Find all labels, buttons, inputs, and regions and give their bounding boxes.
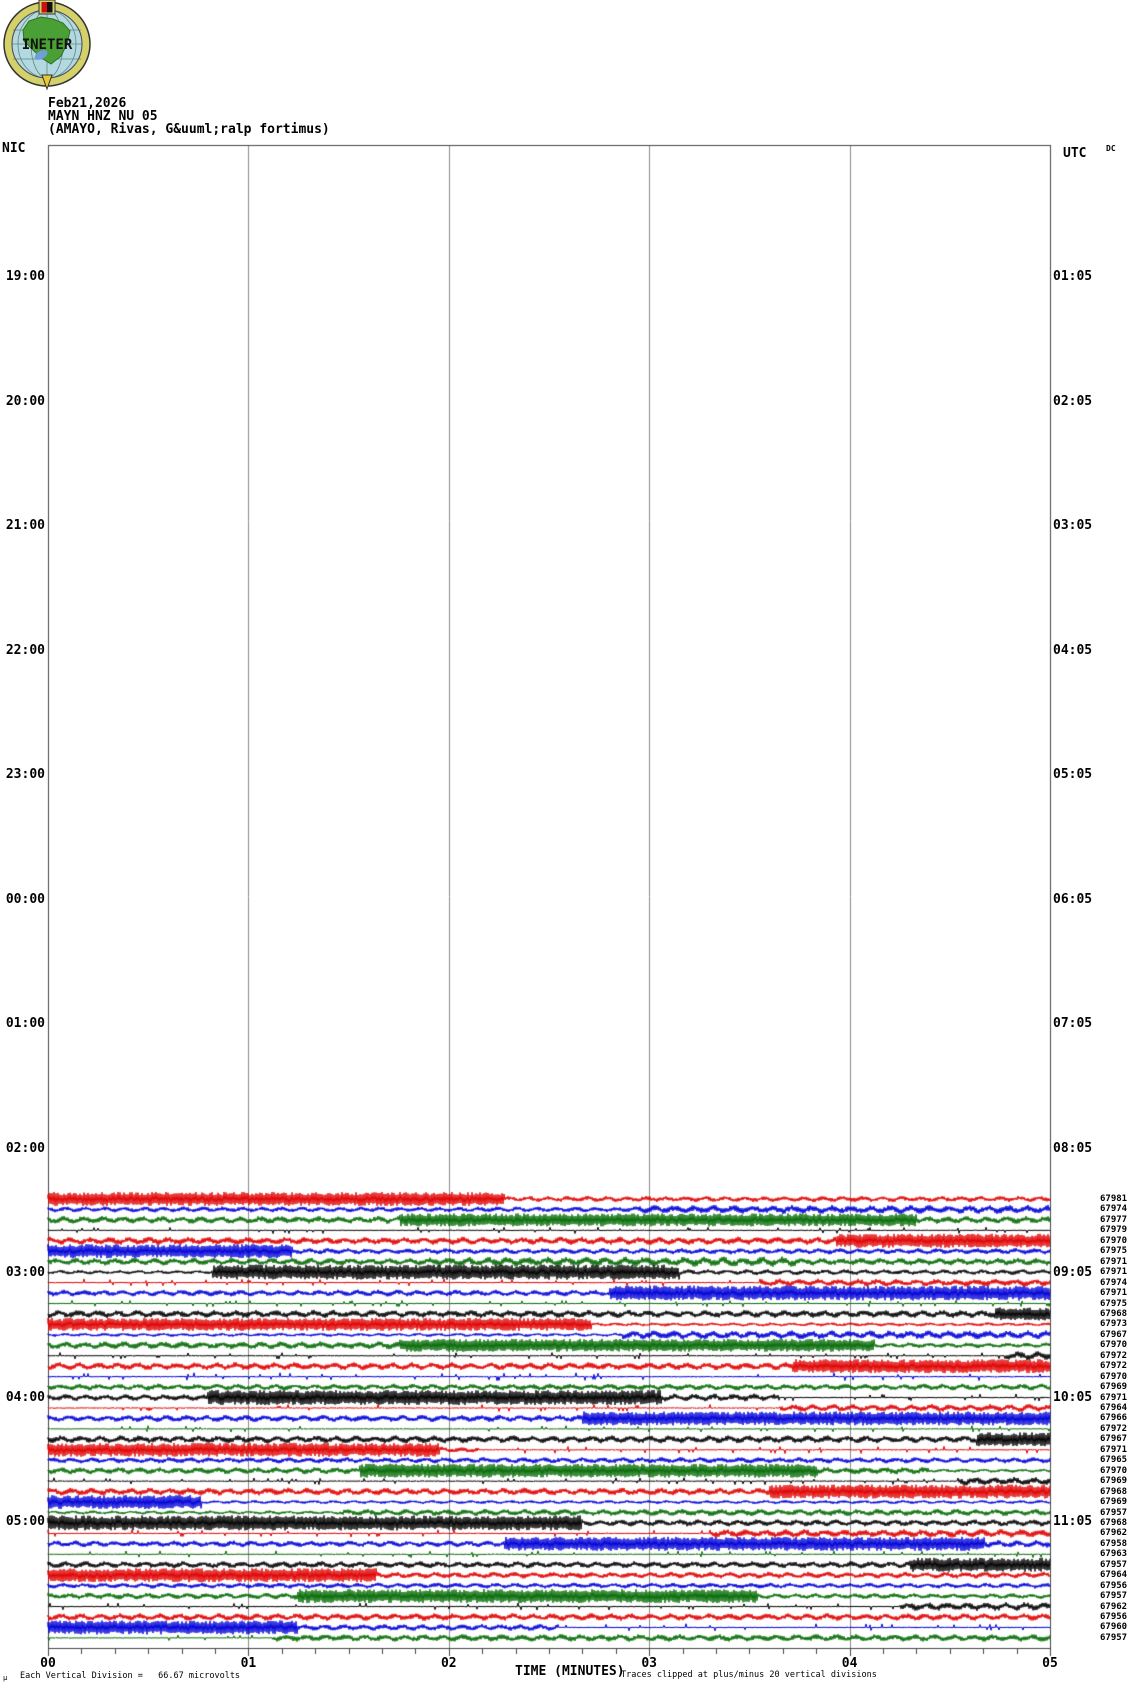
left-time-label: 04:00 — [5, 1389, 45, 1405]
trace-count-label: 67964 — [1100, 1403, 1128, 1413]
trace-count-label: 67958 — [1100, 1538, 1128, 1549]
trace-count-label: 67966 — [1100, 1413, 1128, 1424]
left-time-label: 21:00 — [5, 518, 45, 533]
time-axis-label: TIME (MINUTES) — [515, 1664, 625, 1679]
left-time-label: 01:00 — [5, 1016, 45, 1031]
trace-count-label: 67972 — [1100, 1361, 1128, 1372]
trace-count-label: 67971 — [1100, 1288, 1128, 1299]
trace-count-label: 67965 — [1100, 1455, 1128, 1466]
trace-count-label: 67972 — [1100, 1350, 1128, 1361]
micro-glyph: µ — [3, 1674, 8, 1682]
left-time-label: 20:00 — [5, 393, 45, 409]
trace-count-label: 67968 — [1100, 1517, 1128, 1528]
trace-count-label: 67957 — [1100, 1591, 1128, 1602]
trace-count-label: 67968 — [1100, 1308, 1128, 1319]
trace-count-label: 67974 — [1100, 1204, 1128, 1215]
trace-count-label: 67962 — [1100, 1528, 1128, 1539]
trace-count-label: 67957 — [1100, 1559, 1128, 1570]
right-time-label: 09:05 — [1053, 1265, 1093, 1280]
right-time-label: 08:05 — [1053, 1140, 1093, 1156]
left-time-label: 00:00 — [5, 891, 45, 907]
trace-count-label: 67981 — [1100, 1194, 1128, 1204]
minute-label: 04 — [841, 1656, 858, 1671]
left-time-label: 02:00 — [5, 1140, 45, 1156]
trace-count-label: 67957 — [1100, 1632, 1128, 1643]
right-time-label: 04:05 — [1053, 642, 1093, 658]
right-time-label: 10:05 — [1053, 1389, 1093, 1405]
trace-count-label: 67962 — [1100, 1601, 1128, 1612]
trace-count-label: 67956 — [1100, 1580, 1128, 1591]
trace-count-label: 67970 — [1100, 1371, 1128, 1382]
trace-count-label: 67967 — [1100, 1329, 1128, 1340]
left-time-label: 23:00 — [5, 767, 45, 782]
station-location: (AMAYO, Rivas, G&uuml;ralp fortimus) — [48, 122, 330, 137]
logo-lake — [34, 50, 48, 60]
logo-nicaragua-map — [22, 16, 71, 65]
left-time-label: 03:00 — [5, 1265, 45, 1280]
trace-count-label: 67964 — [1100, 1570, 1128, 1581]
ineter-logo: INETER — [3, 0, 91, 91]
right-time-label: 02:05 — [1053, 393, 1093, 409]
minute-label: 02 — [440, 1656, 457, 1671]
right-time-label: 06:05 — [1053, 891, 1093, 907]
dc-label: DC — [1106, 144, 1116, 153]
trace-count-label: 67971 — [1100, 1444, 1128, 1455]
trace-count-label: 67975 — [1100, 1298, 1128, 1309]
logo-pendulum-icon — [41, 74, 53, 91]
logo-flag-red — [41, 2, 47, 13]
trace-count-label: 67969 — [1100, 1476, 1128, 1487]
left-time-label: 05:00 — [5, 1514, 45, 1529]
left-time-label: 22:00 — [5, 642, 45, 658]
right-timezone-label: UTC — [1063, 146, 1087, 161]
right-time-label: 11:05 — [1053, 1514, 1093, 1529]
trace-count-label: 67977 — [1100, 1214, 1128, 1225]
right-time-label: 03:05 — [1053, 518, 1093, 533]
trace-count-label: 67974 — [1100, 1277, 1128, 1288]
minute-label: 01 — [240, 1656, 257, 1671]
trace-count-label: 67956 — [1100, 1612, 1128, 1622]
clip-note: Traces clipped at plus/minus 20 vertical… — [621, 1670, 877, 1680]
trace-count-label: 67970 — [1100, 1340, 1128, 1351]
trace-count-label: 67969 — [1100, 1382, 1128, 1393]
left-timezone-label: NIC — [2, 141, 26, 156]
report-date: Feb21,2026 — [48, 96, 127, 111]
trace-count-label: 67979 — [1100, 1225, 1128, 1236]
trace-count-label: 67967 — [1100, 1434, 1128, 1445]
logo-text: INETER — [22, 37, 73, 53]
vertical-division-note: Each Vertical Division = 66.67 microvolt… — [20, 1671, 241, 1681]
minute-label: 00 — [40, 1656, 56, 1671]
trace-count-label: 67971 — [1100, 1267, 1128, 1278]
right-time-label: 05:05 — [1053, 767, 1093, 782]
minute-label: 03 — [641, 1656, 658, 1671]
trace-count-label: 67968 — [1100, 1486, 1128, 1497]
minute-label: 05 — [1042, 1656, 1058, 1671]
left-time-label: 19:00 — [5, 269, 45, 284]
trace-count-label: 67971 — [1100, 1256, 1128, 1267]
right-time-label: 01:05 — [1053, 269, 1093, 284]
right-time-label: 07:05 — [1053, 1016, 1093, 1031]
trace-count-label: 67973 — [1100, 1319, 1128, 1330]
trace-count-label: 67971 — [1100, 1392, 1128, 1403]
trace-count-label: 67975 — [1100, 1246, 1128, 1257]
trace-count-label: 67957 — [1100, 1507, 1128, 1518]
trace-count-label: 67972 — [1100, 1423, 1128, 1434]
station-code: MAYN HNZ NU 05 — [48, 109, 158, 124]
trace-count-label: 67970 — [1100, 1465, 1128, 1476]
trace-count-label: 67970 — [1100, 1235, 1128, 1246]
trace-count-label: 67969 — [1100, 1497, 1128, 1508]
trace-count-label: 67963 — [1100, 1549, 1128, 1560]
trace-count-label: 67960 — [1100, 1622, 1128, 1633]
logo-flag-black — [47, 2, 53, 13]
